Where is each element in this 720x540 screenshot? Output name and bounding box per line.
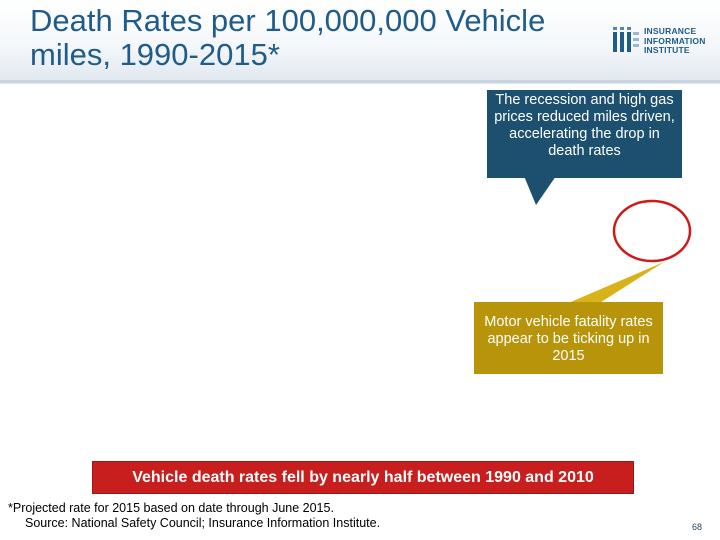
footnote-projection: *Projected rate for 2015 based on date t…	[8, 501, 334, 515]
logo-line-1: INSURANCE	[644, 26, 697, 36]
slide-title-line-1: Death Rates per 100,000,000 Vehicle	[30, 3, 546, 38]
iii-logo-text: INSURANCE INFORMATION INSTITUTE	[644, 26, 706, 56]
tick-callout-pointer	[566, 262, 664, 304]
iii-logo: INSURANCE INFORMATION INSTITUTE	[612, 24, 712, 58]
slide-title: Death Rates per 100,000,000 Vehicle mile…	[30, 4, 600, 72]
fell-by-half-callout: Vehicle death rates fell by nearly half …	[92, 461, 634, 494]
footnote-source: Source: National Safety Council; Insuran…	[25, 516, 381, 530]
ticking-up-callout: Motor vehicle fatality rates appear to b…	[474, 302, 663, 374]
logo-line-2: INFORMATION	[644, 35, 706, 46]
highlight-circle	[612, 199, 692, 263]
footnote: *Projected rate for 2015 based on date t…	[8, 501, 478, 531]
recession-callout-pointer	[524, 176, 556, 205]
logo-line-3: INSTITUTE	[644, 45, 690, 55]
title-band	[0, 0, 720, 84]
page-number: 68	[692, 522, 703, 532]
slide-title-line-2: miles, 1990-2015*	[30, 37, 280, 72]
iii-logo-icon	[613, 27, 639, 52]
title-divider	[0, 80, 720, 83]
recession-callout: The recession and high gas prices reduce…	[487, 90, 682, 178]
